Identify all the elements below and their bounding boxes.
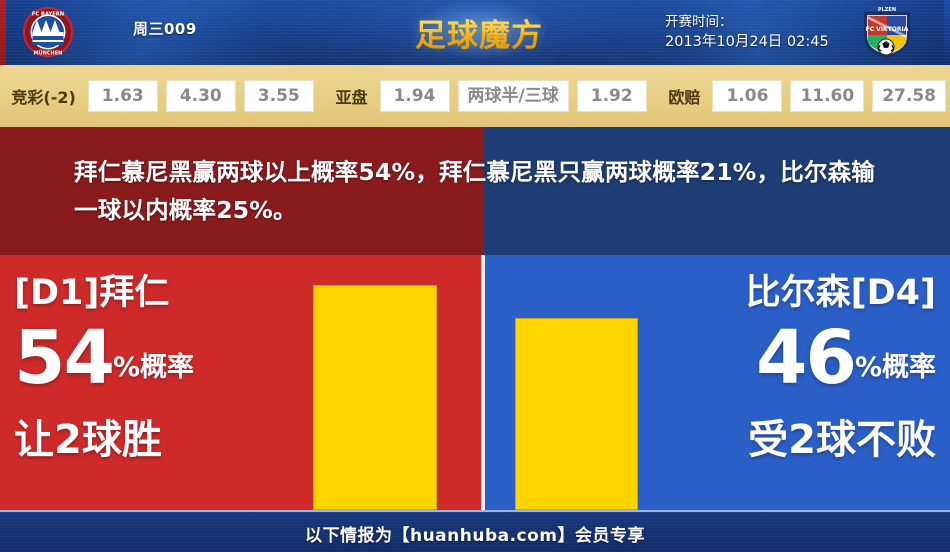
banner-bg-right — [483, 127, 950, 255]
svg-text:MÜNCHEN: MÜNCHEN — [34, 50, 63, 57]
bar-away — [515, 318, 638, 510]
header-bar: FC BAYERN MÜNCHEN PLZEN FC VIKTORIA 周三00… — [0, 0, 950, 65]
odds-cell[interactable]: 4.30 — [165, 80, 236, 112]
brand-logo: 足球魔方 — [409, 9, 549, 55]
banner-paragraph: 拜仁慕尼黑赢两球以上概率54%，拜仁慕尼黑只赢两球概率21%，比尔森输一球以内概… — [74, 153, 876, 229]
svg-text:PLZEN: PLZEN — [878, 7, 896, 13]
match-number: 周三009 — [133, 20, 197, 38]
header-edge-right — [944, 0, 950, 65]
kickoff-value: 2013年10月24日 02:45 — [665, 34, 829, 50]
banner-text-wrap: 拜仁慕尼黑赢两球以上概率54%，拜仁慕尼黑只赢两球概率21%，比尔森输一球以内概… — [0, 127, 950, 255]
away-team-name: 比尔森[D4] — [745, 273, 936, 313]
home-percent-value: 54 — [14, 315, 115, 401]
header-edge-left — [0, 0, 6, 65]
brand-glow — [395, 0, 565, 65]
home-handicap: 让2球胜 — [14, 417, 162, 463]
home-stats: [D1]拜仁 54 %概率 让2球胜 — [0, 255, 300, 510]
bar-home — [313, 285, 437, 510]
odds-cell[interactable]: 27.58 — [872, 80, 946, 112]
home-percent-row: 54 %概率 — [0, 321, 300, 395]
probability-chart: [D1]拜仁 54 %概率 让2球胜 比尔森[D4] 46 %概率 受2球不败 — [0, 255, 950, 510]
banner-line-1: 拜仁慕尼黑赢两球以上概率54%，拜仁慕尼黑只赢两球概 — [74, 158, 676, 186]
odds-group-label: 欧赔 — [668, 88, 701, 107]
away-percent-row: 46 %概率 — [650, 321, 950, 395]
odds-cell[interactable]: 1.63 — [87, 80, 158, 112]
fc-bayern-munich-crest-icon: FC BAYERN MÜNCHEN — [23, 7, 73, 57]
home-team-name: [D1]拜仁 — [14, 273, 170, 313]
odds-group-label: 竞彩(-2) — [11, 88, 76, 107]
svg-text:FC BAYERN: FC BAYERN — [32, 12, 64, 18]
odds-group-yapan: 亚盘 1.94 两球半/三球 1.92 — [327, 80, 650, 112]
odds-group-oupei: 欧赔 1.06 11.60 27.58 — [660, 80, 950, 112]
fc-viktoria-plzen-crest-icon: PLZEN FC VIKTORIA — [864, 7, 910, 58]
footer-text: 以下情报为【huanhuba.com】会员专享 — [304, 525, 646, 546]
kickoff-block: 开赛时间： 2013年10月24日 02:45 — [665, 12, 829, 52]
home-percent-suffix: %概率 — [112, 352, 195, 383]
odds-cell[interactable]: 1.94 — [379, 80, 450, 112]
banner-bg-left — [0, 127, 483, 255]
banner-line-2: 率21%，比尔森输一球以内概率25%。 — [74, 158, 876, 224]
odds-group-jingcai: 竞彩(-2) 1.63 4.30 3.55 — [3, 80, 317, 112]
svg-text:FC VIKTORIA: FC VIKTORIA — [866, 26, 909, 33]
odds-cell[interactable]: 1.92 — [576, 80, 647, 112]
odds-cell[interactable]: 3.55 — [243, 80, 314, 112]
odds-bar: 竞彩(-2) 1.63 4.30 3.55 亚盘 1.94 两球半/三球 1.9… — [0, 65, 950, 129]
away-percent-suffix: %概率 — [854, 352, 936, 383]
odds-cell[interactable]: 11.60 — [790, 80, 865, 112]
odds-cell[interactable]: 1.06 — [712, 80, 783, 112]
odds-group-label: 亚盘 — [335, 88, 368, 107]
away-handicap: 受2球不败 — [748, 417, 936, 463]
footer-bar: 以下情报为【huanhuba.com】会员专享 — [0, 510, 950, 552]
chart-pane-divider — [481, 255, 485, 510]
odds-cell[interactable]: 两球半/三球 — [457, 80, 569, 112]
kickoff-label: 开赛时间： — [665, 14, 733, 30]
away-stats: 比尔森[D4] 46 %概率 受2球不败 — [650, 255, 950, 510]
summary-banner: 拜仁慕尼黑赢两球以上概率54%，拜仁慕尼黑只赢两球概率21%，比尔森输一球以内概… — [0, 127, 950, 255]
away-percent-value: 46 — [755, 315, 857, 401]
